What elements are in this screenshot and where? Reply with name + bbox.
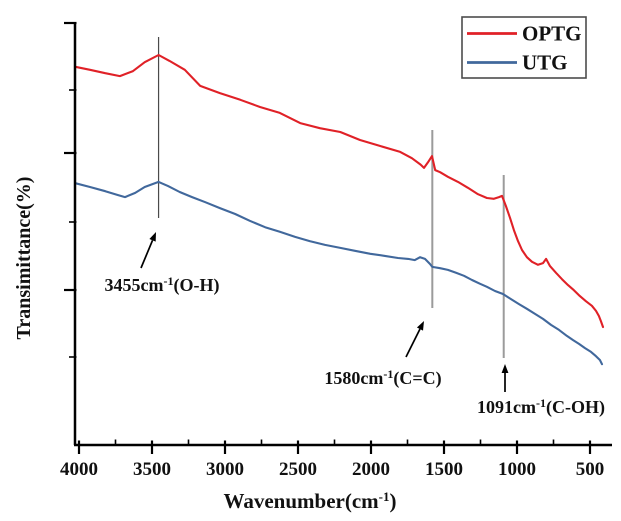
series-line-optg	[74, 53, 605, 329]
legend-label-optg: OPTG	[522, 22, 582, 46]
spectra-series	[74, 53, 605, 366]
x-tick-label: 1500	[425, 459, 463, 480]
annotation-sup: -1	[536, 396, 546, 410]
annotation-arrow-3455-head	[149, 232, 156, 242]
legend: OPTG UTG	[461, 16, 587, 79]
x-tick-label: 500	[576, 459, 605, 480]
legend-box	[461, 16, 587, 79]
annotation-sup: -1	[164, 274, 174, 288]
annotation-text-3455: 3455cm-1(O-H)	[105, 274, 220, 296]
annotation-arrow-1091-head	[501, 364, 509, 373]
annotation-arrow-3455-shaft	[140, 239, 154, 269]
annotation-pre: 1580cm	[324, 368, 383, 388]
peak-annotations: 3455cm-1(O-H)1580cm-1(C=C)1091cm-1(C-OH)	[105, 232, 605, 418]
series-line-utg	[74, 180, 604, 366]
y-axis-title: Transimittance(%)	[13, 177, 35, 340]
annotation-text-1580: 1580cm-1(C=C)	[324, 367, 441, 389]
x-tick-label: 1000	[498, 459, 536, 480]
annotation-text-1091: 1091cm-1(C-OH)	[477, 396, 605, 418]
peak-marker-lines	[157, 37, 505, 358]
x-axis-title: Wavenumber(cm-1)	[224, 489, 397, 513]
x-tick-label: 2500	[279, 459, 317, 480]
annotation-arrow-1580-head	[416, 321, 424, 331]
annotation-post: (C=C)	[393, 368, 441, 389]
axes	[64, 21, 612, 454]
annotation-arrow-1580-shaft	[405, 328, 421, 358]
annotation-sup: -1	[383, 367, 393, 381]
x-axis-title-text: Wavenumber(cm	[224, 489, 380, 513]
annotation-pre: 1091cm	[477, 397, 536, 417]
x-tick-label: 3000	[206, 459, 244, 480]
annotation-post: (C-OH)	[546, 397, 605, 418]
legend-label-utg: UTG	[522, 51, 568, 75]
annotation-pre: 3455cm	[105, 275, 164, 295]
x-axis-title-sup: -1	[379, 489, 390, 504]
annotation-post: (O-H)	[174, 275, 220, 296]
x-tick-labels: 4000 3500 3000 2500 2000 1500 1000 500	[60, 459, 604, 480]
x-tick-label: 4000	[60, 459, 98, 480]
x-tick-label: 3500	[133, 459, 171, 480]
x-tick-label: 2000	[352, 459, 390, 480]
x-axis-title-close: )	[390, 489, 397, 513]
